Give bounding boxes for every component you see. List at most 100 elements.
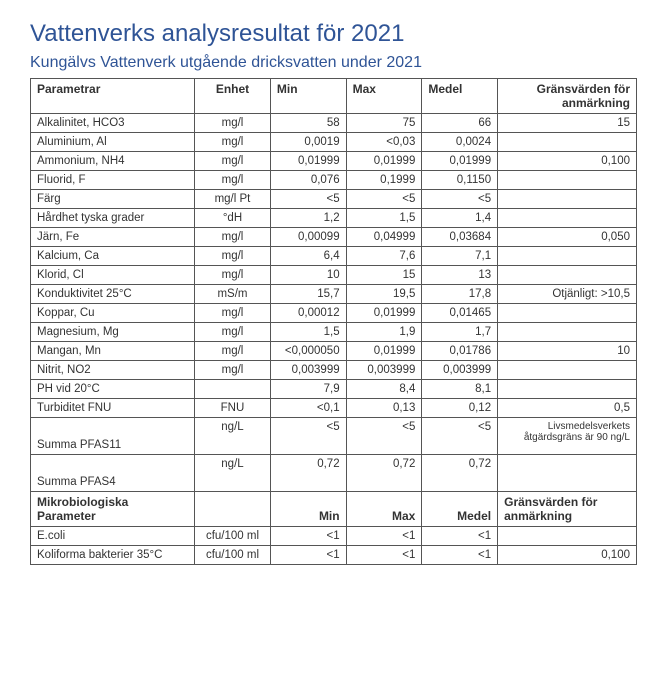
cell-param: Alkalinitet, HCO3	[31, 114, 195, 133]
cell-limit: 10	[498, 342, 637, 361]
cell-param: Magnesium, Mg	[31, 323, 195, 342]
cell-unit: cfu/100 ml	[195, 546, 271, 565]
cell-unit: ng/L	[195, 418, 271, 455]
table-row: Hårdhet tyska grader°dH1,21,51,4	[31, 209, 637, 228]
page-subtitle: Kungälvs Vattenverk utgående dricksvatte…	[30, 54, 637, 72]
cell-param: Mangan, Mn	[31, 342, 195, 361]
cell-max: <0,03	[346, 133, 422, 152]
cell-limit: Livsmedelsverkets åtgärdsgräns är 90 ng/…	[498, 418, 637, 455]
cell-max: <1	[346, 546, 422, 565]
cell-unit: mg/l	[195, 361, 271, 380]
cell-min: 58	[270, 114, 346, 133]
cell-mean: 13	[422, 266, 498, 285]
cell-mean: <5	[422, 190, 498, 209]
micro-col-mean: Medel	[422, 492, 498, 527]
cell-limit	[498, 527, 637, 546]
table-row: Fluorid, Fmg/l0,0760,19990,1150	[31, 171, 637, 190]
cell-unit: mg/l	[195, 247, 271, 266]
cell-mean: 7,1	[422, 247, 498, 266]
col-unit: Enhet	[195, 79, 271, 114]
cell-mean: 1,7	[422, 323, 498, 342]
cell-param: Aluminium, Al	[31, 133, 195, 152]
cell-unit: mg/l	[195, 114, 271, 133]
cell-limit: 15	[498, 114, 637, 133]
cell-min: 10	[270, 266, 346, 285]
cell-max: 1,9	[346, 323, 422, 342]
cell-param: E.coli	[31, 527, 195, 546]
cell-max: 0,003999	[346, 361, 422, 380]
micro-col-limit: Gränsvärden för anmärkning	[498, 492, 637, 527]
cell-param: PH vid 20°C	[31, 380, 195, 399]
table-row: Aluminium, Almg/l0,0019<0,030,0024	[31, 133, 637, 152]
cell-max: 0,04999	[346, 228, 422, 247]
micro-col-unit	[195, 492, 271, 527]
table-row: Alkalinitet, HCO3mg/l58756615	[31, 114, 637, 133]
cell-unit: mg/l	[195, 228, 271, 247]
cell-max: 15	[346, 266, 422, 285]
cell-min: <5	[270, 190, 346, 209]
cell-limit	[498, 304, 637, 323]
cell-max: 8,4	[346, 380, 422, 399]
cell-mean: <5	[422, 418, 498, 455]
cell-min: <0,1	[270, 399, 346, 418]
cell-param: Hårdhet tyska grader	[31, 209, 195, 228]
cell-mean: 0,03684	[422, 228, 498, 247]
cell-min: <5	[270, 418, 346, 455]
cell-limit	[498, 209, 637, 228]
cell-max: 0,72	[346, 455, 422, 492]
cell-min: 1,2	[270, 209, 346, 228]
cell-mean: 0,01465	[422, 304, 498, 323]
cell-param: Kalcium, Ca	[31, 247, 195, 266]
cell-mean: 0,0024	[422, 133, 498, 152]
table-row: Klorid, Clmg/l101513	[31, 266, 637, 285]
cell-mean: 66	[422, 114, 498, 133]
cell-unit: mg/l	[195, 152, 271, 171]
cell-unit: mg/l	[195, 304, 271, 323]
cell-unit	[195, 380, 271, 399]
micro-col-max: Max	[346, 492, 422, 527]
col-min: Min	[270, 79, 346, 114]
cell-mean: 8,1	[422, 380, 498, 399]
cell-limit: Otjänligt: >10,5	[498, 285, 637, 304]
cell-min: 6,4	[270, 247, 346, 266]
cell-limit	[498, 323, 637, 342]
cell-param: Järn, Fe	[31, 228, 195, 247]
cell-param: Konduktivitet 25°C	[31, 285, 195, 304]
cell-max: 0,01999	[346, 342, 422, 361]
cell-min: 0,003999	[270, 361, 346, 380]
cell-limit	[498, 171, 637, 190]
cell-unit: °dH	[195, 209, 271, 228]
analysis-table: Parametrar Enhet Min Max Medel Gränsvärd…	[30, 78, 637, 565]
cell-limit	[498, 455, 637, 492]
cell-param: Fluorid, F	[31, 171, 195, 190]
col-max: Max	[346, 79, 422, 114]
cell-min: 7,9	[270, 380, 346, 399]
page-title: Vattenverks analysresultat för 2021	[30, 20, 637, 48]
cell-min: <1	[270, 546, 346, 565]
table-row: E.colicfu/100 ml<1<1<1	[31, 527, 637, 546]
cell-min: <1	[270, 527, 346, 546]
table-row: Turbiditet FNUFNU<0,10,130,120,5	[31, 399, 637, 418]
cell-min: 1,5	[270, 323, 346, 342]
cell-min: 0,00012	[270, 304, 346, 323]
cell-unit: mg/l	[195, 266, 271, 285]
micro-header-row: Mikrobiologiska ParameterMinMaxMedelGrän…	[31, 492, 637, 527]
cell-unit: mS/m	[195, 285, 271, 304]
cell-unit: cfu/100 ml	[195, 527, 271, 546]
cell-limit: 0,100	[498, 152, 637, 171]
cell-param: Nitrit, NO2	[31, 361, 195, 380]
table-row: Summa PFAS11ng/L<5<5<5Livsmedelsverkets …	[31, 418, 637, 455]
cell-max: 0,01999	[346, 304, 422, 323]
cell-param: Koppar, Cu	[31, 304, 195, 323]
cell-limit	[498, 380, 637, 399]
cell-min: <0,000050	[270, 342, 346, 361]
col-param: Parametrar	[31, 79, 195, 114]
cell-mean: <1	[422, 527, 498, 546]
cell-min: 0,076	[270, 171, 346, 190]
cell-max: 0,13	[346, 399, 422, 418]
cell-min: 0,0019	[270, 133, 346, 152]
cell-min: 0,00099	[270, 228, 346, 247]
table-row: Kalcium, Camg/l6,47,67,1	[31, 247, 637, 266]
cell-min: 0,01999	[270, 152, 346, 171]
cell-unit: ng/L	[195, 455, 271, 492]
